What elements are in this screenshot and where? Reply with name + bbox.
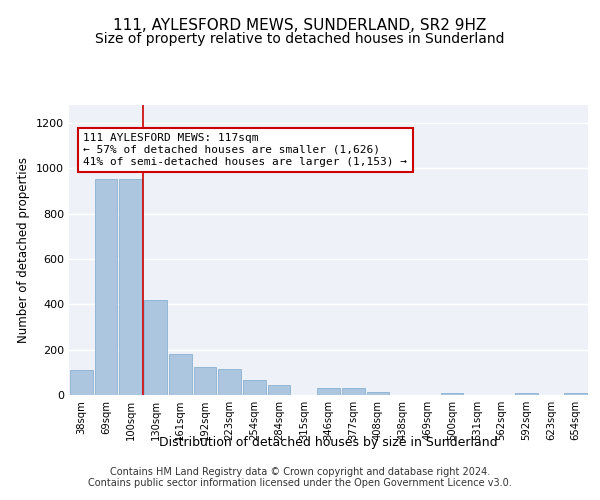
Bar xyxy=(144,300,167,395)
Bar xyxy=(564,393,587,395)
Bar xyxy=(441,393,463,395)
Text: Distribution of detached houses by size in Sunderland: Distribution of detached houses by size … xyxy=(160,436,498,449)
Bar xyxy=(515,394,538,395)
Bar xyxy=(95,180,118,395)
Y-axis label: Number of detached properties: Number of detached properties xyxy=(17,157,31,343)
Text: Size of property relative to detached houses in Sunderland: Size of property relative to detached ho… xyxy=(95,32,505,46)
Bar xyxy=(317,388,340,395)
Bar xyxy=(367,392,389,395)
Text: 111 AYLESFORD MEWS: 117sqm
← 57% of detached houses are smaller (1,626)
41% of s: 111 AYLESFORD MEWS: 117sqm ← 57% of deta… xyxy=(83,134,407,166)
Bar xyxy=(218,370,241,395)
Text: 111, AYLESFORD MEWS, SUNDERLAND, SR2 9HZ: 111, AYLESFORD MEWS, SUNDERLAND, SR2 9HZ xyxy=(113,18,487,32)
Bar xyxy=(70,370,93,395)
Bar xyxy=(268,386,290,395)
Bar xyxy=(342,388,365,395)
Bar xyxy=(169,354,191,395)
Bar xyxy=(243,380,266,395)
Text: Contains HM Land Registry data © Crown copyright and database right 2024.
Contai: Contains HM Land Registry data © Crown c… xyxy=(88,466,512,488)
Bar xyxy=(119,180,142,395)
Bar xyxy=(194,367,216,395)
